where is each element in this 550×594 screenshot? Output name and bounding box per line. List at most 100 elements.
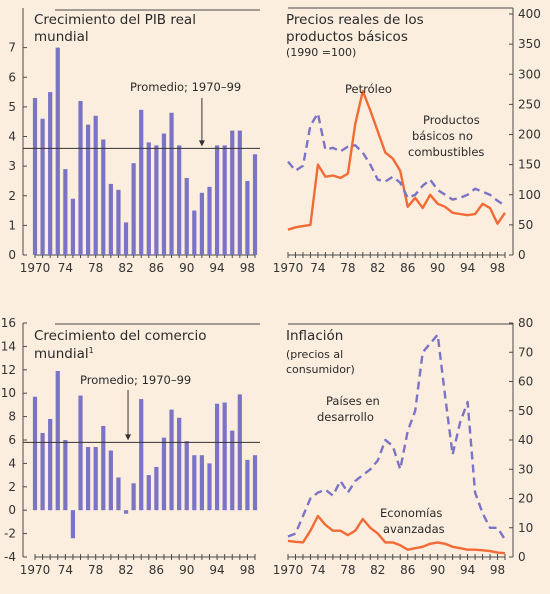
- trade-y-tick-label: 12: [1, 363, 16, 377]
- gdp-y-tick-label: 6: [8, 70, 16, 84]
- trade-bar: [237, 394, 242, 511]
- gdp-bar: [184, 177, 189, 255]
- trade-bar: [177, 417, 182, 511]
- gdp-bar: [214, 145, 220, 255]
- gdp-x-tick-label: 82: [118, 261, 133, 275]
- trade-bar: [70, 510, 76, 539]
- trade-bar: [93, 447, 98, 511]
- gdp-bar: [86, 124, 91, 256]
- gdp-bar: [108, 183, 113, 255]
- trade-y-tick-label: 0: [8, 503, 16, 517]
- trade-y-tick-label: 2: [8, 480, 16, 494]
- trade-bar: [32, 396, 38, 511]
- developing-series-label-line2: desarrollo: [317, 410, 374, 424]
- gdp-bar: [154, 145, 159, 255]
- trade-bar: [108, 450, 113, 511]
- gdp-chart-title: Crecimiento del PIB real: [34, 12, 196, 28]
- trade-y-tick-label: -2: [4, 527, 16, 541]
- trade-chart-title-line2-text: mundial: [34, 346, 89, 362]
- gdp-y-tick-label: 4: [8, 130, 16, 144]
- trade-bar: [214, 403, 220, 511]
- inflation-chart-subtitle: (precios al: [286, 348, 343, 361]
- gdp-average-arrowhead: [198, 140, 205, 147]
- trade-average-arrowhead: [125, 434, 132, 441]
- trade-y-tick-label: 16: [1, 316, 16, 330]
- prices-x-tick-label: 94: [460, 261, 475, 275]
- nonfuel-price-line: [287, 112, 506, 207]
- trade-y-tick-label: 14: [1, 339, 16, 353]
- trade-bar: [184, 441, 189, 511]
- gdp-x-tick-label: 94: [209, 261, 224, 275]
- inflation-y-tick-label: 20: [518, 492, 533, 506]
- prices-x-tick-label: 86: [400, 261, 415, 275]
- gdp-bar: [161, 133, 167, 255]
- gdp-bar: [146, 142, 151, 255]
- panel-inflation: Inflación (precios al consumidor) 0 10 20 3…: [273, 316, 534, 577]
- trade-y-tick-label: 4: [8, 456, 16, 470]
- trade-bar: [55, 370, 60, 511]
- inflation-y-tick-label: 80: [518, 316, 533, 330]
- gdp-bar: [116, 189, 121, 255]
- trade-bar: [252, 455, 258, 511]
- trade-bar: [222, 402, 227, 511]
- gdp-bar: [55, 47, 60, 255]
- oil-series-label: Petróleo: [345, 82, 392, 96]
- trade-x-tick-label: 86: [149, 563, 164, 577]
- trade-chart-footnote-marker: 1: [89, 346, 94, 355]
- trade-average-line-group: Promedio; 1970–99: [23, 373, 260, 443]
- prices-x-tick-label: 82: [370, 261, 385, 275]
- prices-x-tick-label: 74: [310, 261, 325, 275]
- gdp-bar: [252, 154, 258, 255]
- gdp-y-tick-label: 0: [8, 248, 16, 262]
- trade-bars: [32, 370, 258, 539]
- gdp-y-tick-label: 1: [8, 218, 16, 232]
- gdp-bars: [32, 47, 258, 256]
- trade-bar: [161, 437, 167, 511]
- prices-axes: 0 50 100 150 200 250 300 350 400 1970 74 78 82 86 90 94…: [273, 7, 541, 275]
- inflation-y-tick-label: 10: [518, 521, 533, 535]
- inflation-x-tick-label: 1970: [273, 563, 304, 577]
- trade-average-label: Promedio; 1970–99: [80, 373, 191, 387]
- gdp-x-tick-label: 86: [149, 261, 164, 275]
- gdp-bar: [245, 180, 250, 255]
- prices-y-tick-label: 100: [518, 188, 541, 202]
- trade-bar: [116, 477, 121, 511]
- trade-bar: [123, 510, 129, 514]
- trade-x-tick-label: 94: [209, 563, 224, 577]
- gdp-y-tick-label: 5: [8, 100, 16, 114]
- prices-lines: [287, 89, 506, 231]
- gdp-bar: [169, 112, 174, 255]
- trade-bar: [154, 466, 159, 511]
- trade-bar: [78, 395, 83, 511]
- inflation-chart-subtitle-line2: consumidor): [286, 363, 355, 376]
- prices-chart-title-line2: productos básicos: [286, 29, 408, 45]
- prices-y-tick-label: 350: [518, 37, 541, 51]
- trade-bar: [131, 483, 136, 511]
- gdp-x-tick-label: 98: [240, 261, 255, 275]
- trade-bar: [230, 430, 235, 511]
- inflation-y-tick-label: 70: [518, 345, 533, 359]
- prices-y-tick-label: 150: [518, 158, 541, 172]
- prices-y-tick-label: 400: [518, 7, 541, 21]
- inflation-y-tick-label: 60: [518, 375, 533, 389]
- oil-price-line: [287, 89, 506, 231]
- gdp-bar: [78, 100, 83, 255]
- developing-series-label-line1: Países en: [326, 394, 380, 408]
- gdp-bar: [222, 145, 227, 255]
- prices-y-tick-label: 300: [518, 67, 541, 81]
- gdp-chart-title-line2: mundial: [34, 29, 89, 45]
- trade-x-tick-label: 82: [118, 563, 133, 577]
- trade-y-tick-label: 6: [8, 433, 16, 447]
- inflation-y-tick-label: 30: [518, 462, 533, 476]
- trade-x-tick-label: 98: [240, 563, 255, 577]
- inflation-x-tick-label: 78: [340, 563, 355, 577]
- gdp-bar: [139, 109, 144, 256]
- gdp-bar: [48, 92, 53, 255]
- trade-bar: [146, 475, 151, 511]
- prices-chart-subtitle: (1990 =100): [286, 46, 356, 59]
- trade-x-tick-label: 90: [179, 563, 194, 577]
- nonfuel-series-label-line3: combustibles: [408, 145, 484, 159]
- gdp-bar: [63, 169, 68, 255]
- panel-trade-growth: Crecimiento del comercio mundial1 -4 -2 0 2…: [1, 316, 260, 577]
- gdp-bar: [230, 130, 235, 255]
